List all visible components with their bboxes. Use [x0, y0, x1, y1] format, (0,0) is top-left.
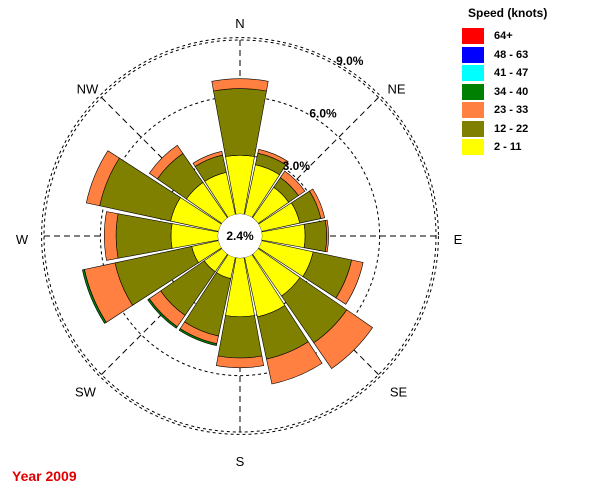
petal-S-bin-3 — [215, 355, 265, 368]
petal-ENE-bin-3 — [309, 188, 326, 219]
petal-SSW — [178, 254, 236, 346]
compass-SE: SE — [390, 385, 408, 400]
legend-swatch — [462, 46, 484, 63]
compass-NW: NW — [77, 81, 99, 96]
petal-W — [103, 211, 219, 261]
legend-entry: 41 - 47 — [462, 64, 602, 83]
petal-ENE — [258, 188, 326, 232]
petal-SE-bin-3 — [313, 309, 374, 370]
petal-WNW — [85, 150, 222, 232]
petal-W-bin-2 — [115, 213, 173, 259]
legend-swatch — [462, 102, 484, 119]
chart-labels: 2.4% N NE E SE S SW W NW 3.0% 6.0% 9.0% — [16, 16, 463, 469]
legend-entry: 64+ — [462, 27, 602, 46]
petal-N — [211, 78, 269, 215]
ring-3 — [41, 37, 439, 435]
legend-label: 48 - 63 — [494, 48, 529, 61]
legend-entry: 2 - 11 — [462, 138, 602, 157]
legend-label: 23 - 33 — [494, 104, 529, 117]
legend-label: 2 - 11 — [494, 141, 522, 154]
legend-label: 41 - 47 — [494, 67, 529, 80]
petal-NE — [252, 170, 306, 224]
calm-circle — [218, 214, 262, 258]
petal-N-bin-3 — [211, 78, 269, 92]
petal-ESE-bin-3 — [335, 259, 364, 305]
petal-SW — [147, 248, 228, 329]
legend-swatch — [462, 83, 484, 100]
ring-label-1: 3.0% — [283, 159, 311, 173]
ring-label-2: 6.0% — [309, 107, 337, 121]
calm-label: 2.4% — [226, 229, 254, 243]
legend-entry: 23 - 33 — [462, 101, 602, 120]
legend-label: 34 - 40 — [494, 85, 529, 98]
petal-W-bin-3 — [103, 211, 119, 261]
legend: Speed (knots) 64+ 48 - 63 41 - 47 34 - 40 23… — [462, 6, 602, 157]
legend-entry: 34 - 40 — [462, 83, 602, 102]
petal-NE-bin-3 — [279, 170, 306, 197]
petal-SSE-bin-3 — [266, 341, 323, 385]
legend-swatch — [462, 139, 484, 156]
petal-SSE — [244, 254, 323, 385]
petal-NW-bin-3 — [148, 144, 184, 180]
legend-entry: 12 - 22 — [462, 120, 602, 139]
ring-label-3: 9.0% — [336, 54, 364, 68]
ring-2 — [99, 95, 381, 377]
legend-swatch — [462, 28, 484, 45]
legend-label: 64+ — [494, 30, 513, 43]
petal-S-bin-2 — [217, 315, 263, 359]
petal-NNW-bin-3 — [192, 150, 223, 167]
petal-NNE-bin-3 — [257, 148, 289, 166]
petal-E-bin-3 — [324, 219, 329, 253]
petal-NNW — [192, 150, 236, 218]
legend-swatch — [462, 65, 484, 82]
legend-label: 12 - 22 — [494, 122, 529, 135]
petal-N-bin-2 — [213, 88, 267, 157]
compass-E: E — [454, 232, 463, 247]
legend-swatch — [462, 120, 484, 137]
petal-WSW — [82, 240, 222, 324]
petal-S — [215, 257, 265, 368]
compass-NE: NE — [388, 81, 406, 96]
petal-SW-bin-4 — [147, 298, 178, 329]
legend-entries: 64+ 48 - 63 41 - 47 34 - 40 23 - 33 12 - 22 2 … — [462, 27, 602, 157]
legend-entry: 48 - 63 — [462, 46, 602, 65]
compass-N: N — [235, 16, 244, 31]
compass-W: W — [16, 232, 29, 247]
petal-WNW-bin-3 — [85, 150, 120, 207]
compass-S: S — [236, 454, 245, 469]
petal-SSW-bin-4 — [178, 328, 218, 346]
wind-petals — [82, 78, 374, 385]
petal-E — [261, 219, 329, 253]
petal-E-bin-2 — [303, 220, 327, 252]
compass-SW: SW — [75, 385, 97, 400]
legend-title: Speed (knots) — [468, 6, 548, 20]
year-label: Year 2009 — [12, 468, 77, 484]
petal-WSW-bin-4 — [82, 269, 107, 324]
petal-ESE — [258, 240, 364, 305]
